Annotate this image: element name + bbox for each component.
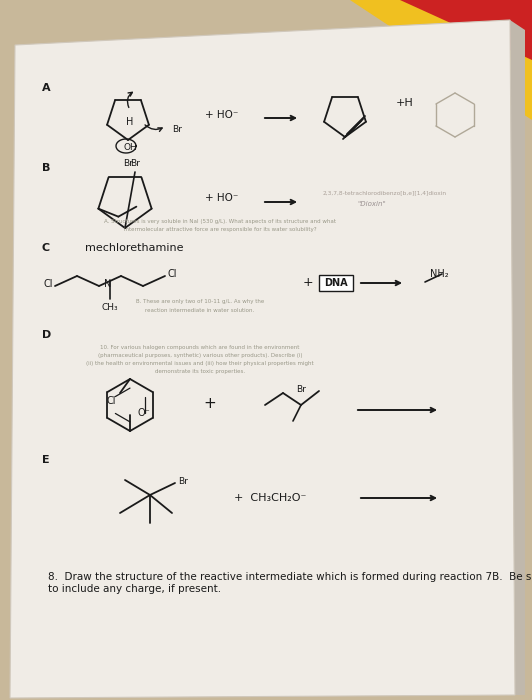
Text: (ii) the health or environmental issues and (iii) how their physical properties : (ii) the health or environmental issues … [86,361,314,367]
Text: Br: Br [296,384,306,393]
Text: +: + [303,276,313,290]
Text: 10. For various halogen compounds which are found in the environment: 10. For various halogen compounds which … [101,346,300,351]
Text: B. These are only two of 10-11 g/L. As why the: B. These are only two of 10-11 g/L. As w… [136,300,264,304]
Polygon shape [510,20,525,695]
Text: A. Structures is very soluble in NaI (530 g/L). What aspects of its structure an: A. Structures is very soluble in NaI (53… [104,220,336,225]
Text: B: B [42,163,51,173]
Polygon shape [10,20,515,698]
Text: 8.  Draw the structure of the reactive intermediate which is formed during react: 8. Draw the structure of the reactive in… [48,572,532,594]
Text: (pharmaceutical purposes, synthetic) various other products). Describe (i): (pharmaceutical purposes, synthetic) var… [98,354,302,358]
Text: demonstrate its toxic properties.: demonstrate its toxic properties. [155,370,245,374]
Text: reaction intermediate in water solution.: reaction intermediate in water solution. [145,307,255,312]
FancyBboxPatch shape [319,275,353,291]
Text: C: C [42,243,50,253]
Text: A: A [42,83,51,93]
Text: "Dioxin": "Dioxin" [358,201,386,207]
Text: N: N [104,279,112,289]
Text: H: H [126,117,134,127]
Text: DNA: DNA [324,278,348,288]
Text: +  CH₃CH₂O⁻: + CH₃CH₂O⁻ [234,493,306,503]
Text: Br: Br [172,125,182,134]
Text: OH: OH [123,143,137,151]
Text: +H: +H [396,98,414,108]
Text: Br: Br [178,477,188,486]
Text: + HO⁻: + HO⁻ [205,193,239,203]
Text: E: E [42,455,49,465]
Text: CH₃: CH₃ [102,302,118,312]
Text: mechlorethamine: mechlorethamine [85,243,184,253]
Text: 2,3,7,8-tetrachlorodibenzo[b,e][1,4]dioxin: 2,3,7,8-tetrachlorodibenzo[b,e][1,4]diox… [323,190,447,195]
Text: NH₂: NH₂ [430,269,448,279]
Text: D: D [42,330,51,340]
Text: Cl: Cl [44,279,53,289]
Text: O⁻: O⁻ [138,408,151,418]
Text: + HO⁻: + HO⁻ [205,110,239,120]
Text: Br: Br [123,158,133,167]
Polygon shape [200,0,532,120]
Text: Br: Br [130,160,140,169]
Text: Cl: Cl [168,269,178,279]
Text: intermolecular attractive force are responsible for its water solubility?: intermolecular attractive force are resp… [123,228,317,232]
Text: Cl: Cl [106,396,116,406]
Text: +: + [204,395,217,410]
Polygon shape [400,0,532,60]
